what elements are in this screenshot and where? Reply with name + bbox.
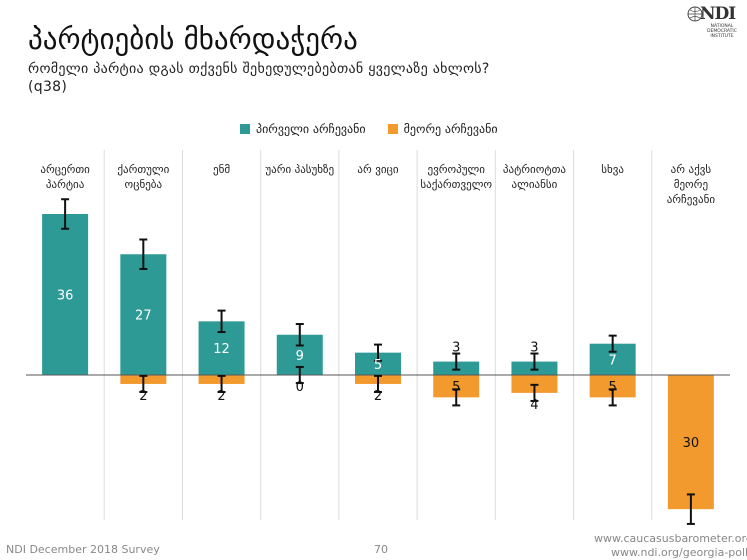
- value-label-first: 3: [452, 341, 460, 356]
- value-label-first: 7: [609, 353, 617, 368]
- logo-text: NDI: [700, 4, 736, 24]
- value-label-second: 4: [530, 398, 538, 413]
- legend: პირველი არჩევანი მეორე არჩევანი: [240, 120, 520, 138]
- category-label: სხვა: [601, 163, 625, 176]
- value-label-first: 27: [135, 309, 152, 324]
- category-label: უარი პასუხზე: [265, 163, 335, 176]
- legend-label-first: პირველი არჩევანი: [256, 122, 366, 136]
- legend-item-first-choice: პირველი არჩევანი: [240, 122, 366, 136]
- value-label-second: 2: [139, 389, 147, 404]
- question-subtitle: რომელი პარტია დგას თქვენს შეხედულებებთან…: [28, 61, 490, 77]
- legend-item-second-choice: მეორე არჩევანი: [387, 122, 498, 136]
- value-label-first: 36: [57, 289, 74, 304]
- value-label-first: 5: [374, 358, 382, 373]
- value-label-second: 5: [609, 380, 617, 395]
- bar-first-choice: [120, 254, 167, 375]
- category-dividers: [103, 150, 653, 520]
- category-label: არ აქვს მეორე არჩევანი: [666, 163, 716, 206]
- ndi-logo: NDI NATIONAL DEMOCRATIC INSTITUTE: [686, 4, 747, 50]
- value-label-second: 2: [374, 389, 382, 404]
- category-label: პატრიოტთა ალიანსი: [502, 163, 566, 191]
- value-label-first: 12: [213, 342, 230, 357]
- legend-label-second: მეორე არჩევანი: [403, 122, 498, 136]
- category-label: ქართული ოცნება: [117, 163, 170, 191]
- bar-first-choice: [355, 352, 401, 375]
- category-label: ევროპული საქართველო: [420, 163, 493, 191]
- question-text: რომელი პარტია დგას თქვენს შეხედულებებთან…: [28, 60, 588, 96]
- bar-second-choice: [433, 375, 480, 398]
- page-number: 70: [374, 543, 388, 556]
- question-code: (q38): [28, 79, 68, 95]
- value-label-first: 9: [296, 349, 304, 364]
- bar-second-choice: [667, 375, 714, 510]
- legend-swatch-first: [240, 124, 250, 134]
- globe-icon: [687, 6, 703, 22]
- value-label-first: 3: [530, 341, 538, 356]
- error-bars-group: [61, 198, 695, 525]
- category-label: არცერთი პარტია: [40, 163, 90, 191]
- page-title: პარტიების მხარდაჭერა: [28, 22, 358, 56]
- footer-source: NDI December 2018 Survey: [6, 543, 160, 556]
- footer-url-ndi[interactable]: www.ndi.org/georgia-polls: [611, 546, 747, 559]
- value-labels-group: 36 27 2 12 2 9 0 5 2 3 5 3 4 7 5 30: [57, 289, 699, 452]
- footer-url-caucasusbarometer[interactable]: www.caucasusbarometer.org: [594, 532, 747, 545]
- value-label-second: 2: [217, 389, 225, 404]
- category-label: არ ვიცი: [357, 163, 399, 176]
- logo-tagline: NATIONAL DEMOCRATIC INSTITUTE: [707, 24, 737, 39]
- value-label-second: 5: [452, 380, 460, 395]
- legend-swatch-second: [387, 124, 398, 134]
- category-label: ენმ: [213, 163, 231, 176]
- bar-first-choice: [42, 214, 89, 375]
- value-label-second: 30: [683, 436, 700, 451]
- value-label-second: 0: [296, 380, 304, 395]
- bar-second-choice: [589, 375, 636, 398]
